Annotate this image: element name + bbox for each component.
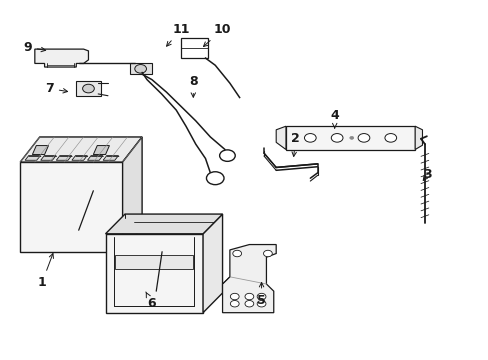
- Polygon shape: [20, 137, 142, 162]
- Text: 6: 6: [145, 292, 156, 310]
- Bar: [115, 255, 193, 269]
- Circle shape: [304, 134, 316, 142]
- Circle shape: [257, 301, 265, 307]
- Polygon shape: [60, 156, 72, 157]
- Circle shape: [244, 293, 253, 300]
- Bar: [181, 39, 207, 58]
- Polygon shape: [56, 156, 71, 160]
- Polygon shape: [203, 214, 222, 313]
- Polygon shape: [75, 156, 88, 157]
- Circle shape: [206, 172, 224, 185]
- Circle shape: [384, 134, 396, 142]
- Circle shape: [330, 134, 342, 142]
- Polygon shape: [103, 156, 118, 160]
- Text: 1: 1: [38, 253, 53, 289]
- Polygon shape: [91, 156, 103, 157]
- Polygon shape: [44, 156, 57, 157]
- Circle shape: [257, 293, 265, 300]
- Polygon shape: [25, 156, 40, 160]
- Polygon shape: [41, 156, 56, 160]
- Circle shape: [230, 301, 239, 307]
- Polygon shape: [222, 244, 276, 313]
- Circle shape: [219, 150, 235, 161]
- Polygon shape: [130, 63, 152, 74]
- Polygon shape: [105, 214, 222, 234]
- Text: 10: 10: [203, 23, 231, 46]
- Text: 4: 4: [330, 109, 338, 128]
- Polygon shape: [93, 145, 109, 154]
- Polygon shape: [20, 162, 122, 252]
- Circle shape: [349, 136, 353, 139]
- Polygon shape: [28, 156, 41, 157]
- Text: 11: 11: [166, 23, 189, 46]
- Circle shape: [244, 301, 253, 307]
- Text: 8: 8: [188, 75, 197, 97]
- Polygon shape: [414, 126, 422, 149]
- Polygon shape: [285, 126, 414, 149]
- Polygon shape: [122, 137, 142, 252]
- Circle shape: [232, 250, 241, 257]
- Circle shape: [230, 293, 239, 300]
- Polygon shape: [72, 156, 87, 160]
- Polygon shape: [76, 81, 101, 96]
- Text: 9: 9: [23, 41, 45, 54]
- Polygon shape: [87, 156, 102, 160]
- Circle shape: [357, 134, 369, 142]
- Text: 5: 5: [257, 283, 265, 307]
- Circle shape: [135, 64, 146, 73]
- Polygon shape: [105, 234, 203, 313]
- Text: 2: 2: [291, 132, 300, 157]
- Text: 3: 3: [422, 168, 431, 181]
- Polygon shape: [35, 49, 88, 67]
- Text: 7: 7: [45, 82, 67, 95]
- Circle shape: [82, 84, 94, 93]
- Polygon shape: [276, 126, 285, 149]
- Polygon shape: [32, 145, 48, 154]
- Circle shape: [263, 250, 272, 257]
- Polygon shape: [106, 156, 119, 157]
